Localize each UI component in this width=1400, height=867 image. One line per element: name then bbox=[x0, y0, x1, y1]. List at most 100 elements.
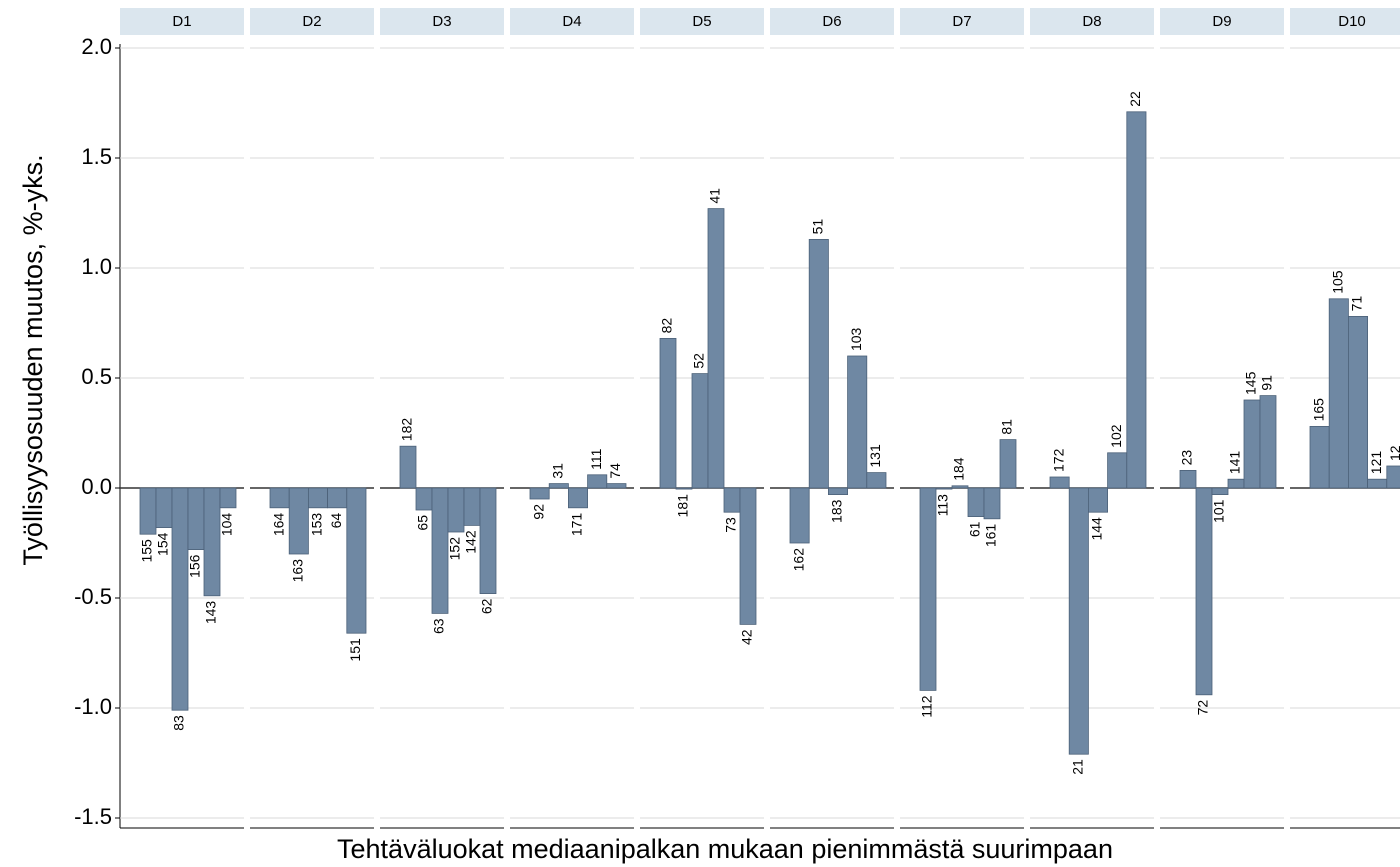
bar-label: 83 bbox=[171, 715, 187, 731]
bar-label: 52 bbox=[691, 353, 707, 369]
y-tick-label: 0.0 bbox=[81, 474, 112, 499]
y-tick-label: 1.5 bbox=[81, 144, 112, 169]
bar bbox=[789, 487, 810, 544]
bar bbox=[999, 439, 1017, 489]
bar bbox=[431, 487, 449, 614]
bar-label: 81 bbox=[999, 419, 1015, 435]
bar-label: 64 bbox=[328, 513, 344, 529]
bar bbox=[866, 472, 887, 489]
bar-label: 22 bbox=[1127, 91, 1143, 107]
bar bbox=[155, 487, 173, 528]
bar-label: 183 bbox=[829, 499, 845, 523]
facet-strip bbox=[380, 8, 504, 35]
bar-label: 105 bbox=[1330, 270, 1346, 294]
bar bbox=[1259, 395, 1277, 489]
bar-label: 91 bbox=[1259, 375, 1275, 391]
bar bbox=[479, 487, 497, 594]
facet-title: D8 bbox=[1082, 13, 1101, 30]
bar-label: 113 bbox=[935, 494, 951, 517]
bar-label: 63 bbox=[431, 618, 447, 634]
bar bbox=[935, 487, 953, 490]
bar-label: 74 bbox=[607, 463, 623, 479]
bar-label: 21 bbox=[1070, 759, 1086, 775]
bar bbox=[1309, 425, 1330, 489]
facet-strip bbox=[640, 8, 764, 35]
bar-label: 65 bbox=[415, 515, 431, 531]
facet-strip bbox=[1160, 8, 1284, 35]
bar bbox=[307, 487, 328, 509]
x-axis-title: Tehtäväluokat mediaanipalkan mukaan pien… bbox=[337, 834, 1113, 864]
facet-title: D10 bbox=[1338, 13, 1366, 30]
bar bbox=[1179, 469, 1197, 489]
bar-label: 143 bbox=[203, 601, 219, 625]
y-tick-label: -1.0 bbox=[74, 694, 112, 719]
y-tick-label: -1.5 bbox=[74, 804, 112, 829]
bar-label: 71 bbox=[1349, 296, 1365, 312]
bar-label: 111 bbox=[588, 448, 604, 469]
bar bbox=[529, 487, 550, 500]
bar-label: 112 bbox=[919, 695, 935, 718]
bar bbox=[951, 485, 969, 489]
facet-title: D7 bbox=[952, 13, 971, 30]
bar bbox=[219, 487, 237, 509]
bar-label: 155 bbox=[139, 539, 155, 563]
bar bbox=[1195, 487, 1213, 696]
bar-label: 153 bbox=[309, 513, 325, 537]
bar-label: 62 bbox=[479, 598, 495, 614]
bar bbox=[691, 373, 709, 489]
bar-label: 181 bbox=[675, 494, 691, 518]
facet-strip bbox=[770, 8, 894, 35]
bar-label: 72 bbox=[1195, 700, 1211, 716]
bar bbox=[399, 445, 417, 489]
bar-label: 156 bbox=[187, 554, 203, 578]
bar-label: 121 bbox=[1368, 451, 1384, 475]
bar-label: 102 bbox=[1108, 424, 1124, 448]
bar-label: 104 bbox=[219, 513, 235, 537]
bar bbox=[587, 474, 608, 489]
facet-title: D6 bbox=[822, 13, 841, 30]
bar bbox=[203, 487, 221, 597]
bar bbox=[659, 337, 677, 489]
bar bbox=[288, 487, 309, 555]
bar bbox=[983, 487, 1001, 520]
facet-title: D2 bbox=[302, 13, 321, 30]
y-tick-label: 2.0 bbox=[81, 34, 112, 59]
y-tick-label: 1.0 bbox=[81, 254, 112, 279]
bar bbox=[1107, 452, 1128, 489]
facet-title: D9 bbox=[1212, 13, 1231, 30]
bar bbox=[415, 487, 433, 511]
bar-label: 145 bbox=[1243, 371, 1259, 395]
bar bbox=[606, 483, 627, 489]
y-axis-title: Työllisyysosuuden muutos, %-yks. bbox=[18, 154, 48, 565]
bar bbox=[847, 355, 868, 489]
bar bbox=[269, 487, 290, 509]
bar-label: 161 bbox=[983, 524, 999, 548]
bar bbox=[139, 487, 157, 535]
bar-label: 182 bbox=[399, 418, 415, 442]
bar-label: 31 bbox=[550, 463, 566, 479]
facet-title: D4 bbox=[562, 13, 581, 30]
facet-title: D5 bbox=[692, 13, 711, 30]
bar bbox=[1328, 298, 1349, 489]
bar-label: 61 bbox=[967, 521, 983, 537]
bar-label: 171 bbox=[569, 513, 585, 537]
bar bbox=[1386, 465, 1400, 489]
facet-strip bbox=[250, 8, 374, 35]
bar-label: 103 bbox=[848, 327, 864, 351]
bar bbox=[1243, 399, 1261, 489]
bar-label: 172 bbox=[1050, 448, 1066, 472]
bar bbox=[171, 487, 189, 711]
facet-title: D3 bbox=[432, 13, 451, 30]
bar bbox=[828, 487, 849, 495]
bar-label: 41 bbox=[707, 188, 723, 204]
bar bbox=[1088, 487, 1109, 513]
bar bbox=[1211, 487, 1229, 495]
bar-label: 82 bbox=[659, 318, 675, 334]
bar-label: 42 bbox=[739, 629, 755, 645]
bar bbox=[568, 487, 589, 509]
bar bbox=[327, 487, 348, 509]
bar-label: 142 bbox=[463, 530, 479, 554]
bar bbox=[1068, 487, 1089, 755]
bar bbox=[707, 208, 725, 489]
